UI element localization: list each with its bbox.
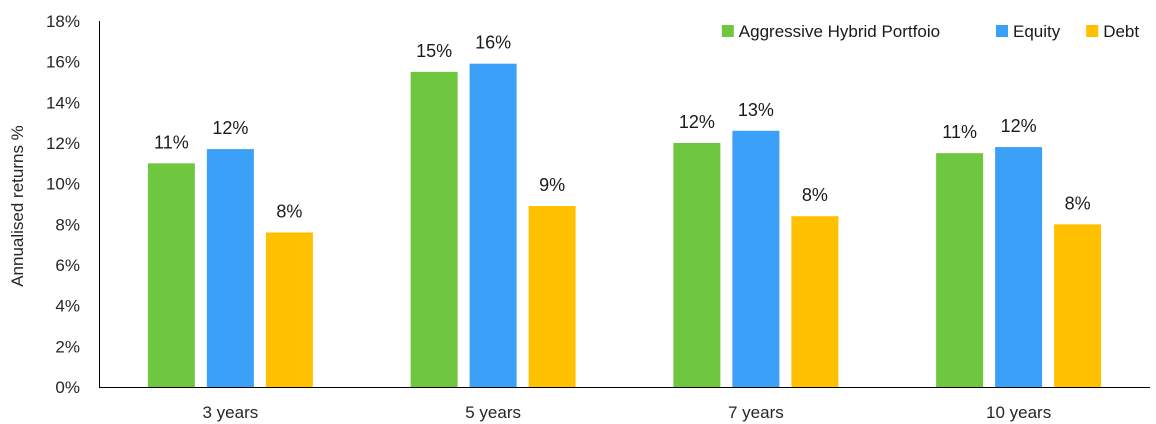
y-tick-labels: 0% 2% 4% 6% 8% 10% 12% 14% 16% 18% [46,12,80,397]
bar-value-label: 8% [1065,193,1091,213]
bar-value-label: 11% [942,122,977,142]
legend-swatch [996,25,1008,37]
bar [410,71,458,387]
x-tick-label: 5 years [465,403,521,422]
x-tick-label: 3 years [203,403,259,422]
bar-value-label: 12% [1001,116,1037,136]
bar [995,147,1043,387]
y-tick-label: 2% [55,337,80,356]
bar-value-label: 13% [738,100,774,120]
x-tick-label: 7 years [728,403,784,422]
bar-value-label: 16% [475,33,511,53]
legend-label: Debt [1103,22,1139,41]
legend-swatch [721,25,734,37]
legend-swatch [1086,25,1099,37]
y-tick-label: 12% [46,134,80,153]
bar [732,130,780,388]
x-tick-label: 10 years [986,403,1051,422]
bar [147,163,195,387]
legend: Aggressive Hybrid Portfoio Equity Debt [721,22,1139,41]
legend-label: Aggressive Hybrid Portfoio [739,22,940,41]
y-tick-label: 4% [55,297,80,316]
bar-value-label: 12% [212,118,248,138]
legend-label: Equity [1013,22,1061,41]
bar-value-label: 11% [154,132,189,152]
bar-value-label: 8% [802,185,828,205]
bar [791,216,839,387]
y-tick-label: 6% [55,256,80,275]
y-tick-label: 16% [46,53,80,72]
y-tick-label: 18% [46,12,80,31]
y-axis-title: Annualised returns % [8,125,27,287]
bar [265,232,313,387]
bar-value-label: 15% [416,41,452,61]
y-tick-label: 8% [55,215,80,234]
y-tick-label: 10% [46,175,80,194]
bar-value-label: 12% [679,112,715,132]
x-tick-labels: 3 years 5 years 7 years 10 years [203,403,1052,422]
data-labels: 11% 12% 8% 15% 16% 9% 12% 13% 8% 11% 12% 8% [154,33,1091,222]
y-tick-label: 0% [55,378,80,397]
bar-value-label: 8% [276,201,302,221]
bar-value-label: 9% [539,175,565,195]
bar [936,153,984,387]
bar-series [147,63,1102,388]
bar [469,63,517,387]
bar [673,143,721,387]
bar [528,206,576,387]
bar [206,149,254,387]
y-tick-label: 14% [46,93,80,112]
bar [1054,224,1102,387]
